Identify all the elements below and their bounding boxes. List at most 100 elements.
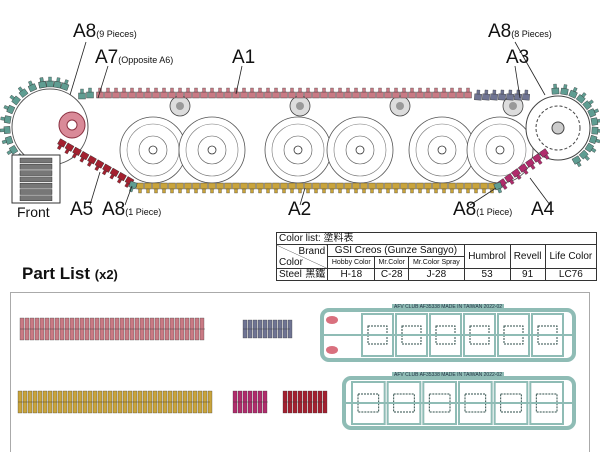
track-link-guide bbox=[523, 169, 529, 175]
track-link-body bbox=[46, 80, 54, 88]
a1-track-link bbox=[176, 87, 184, 99]
track-link-body bbox=[474, 93, 482, 101]
a8-track-link bbox=[86, 87, 94, 99]
leader-line bbox=[89, 171, 101, 206]
track-link-guide bbox=[306, 87, 310, 93]
track-link-body bbox=[240, 91, 248, 99]
road-wheel-hub bbox=[197, 135, 227, 165]
a2-track-link bbox=[240, 182, 248, 194]
track-link-body bbox=[352, 182, 360, 190]
track-link-guide bbox=[306, 188, 310, 194]
revell-cell: 91 bbox=[509, 268, 546, 281]
track-link-guide bbox=[553, 83, 557, 89]
road-wheel-hub bbox=[345, 135, 375, 165]
a2-track-link bbox=[200, 182, 208, 194]
track-link-guide bbox=[497, 188, 502, 194]
track-link-body bbox=[456, 182, 464, 190]
track-link-guide bbox=[226, 87, 230, 93]
a1-track-link bbox=[392, 87, 400, 99]
color-name-cell: Steel 黑鐵 bbox=[275, 268, 329, 281]
track-link-guide bbox=[218, 188, 222, 194]
track-link-guide bbox=[314, 188, 318, 194]
a1-track-link bbox=[464, 87, 472, 99]
track-link-body bbox=[312, 182, 320, 190]
track-link-body bbox=[280, 182, 288, 190]
track-link-body bbox=[248, 91, 256, 99]
a1-track-link bbox=[272, 87, 280, 99]
a1-track-link bbox=[408, 87, 416, 99]
track-link-body bbox=[192, 91, 200, 99]
track-link-body bbox=[432, 91, 440, 99]
front-view-link bbox=[19, 195, 53, 202]
road-wheel bbox=[264, 116, 332, 184]
road-wheel-center bbox=[207, 145, 217, 155]
leader-lines bbox=[69, 41, 551, 206]
life-color-header: Life Color bbox=[544, 244, 598, 269]
leader-line bbox=[97, 65, 109, 99]
track-link-guide bbox=[576, 161, 582, 168]
a2-track-link bbox=[424, 182, 432, 194]
a1-track-link bbox=[152, 87, 160, 99]
a2-track-link bbox=[320, 182, 328, 194]
track-link-guide bbox=[418, 188, 422, 194]
a8-track-link bbox=[0, 115, 12, 124]
part-a4-track-strip bbox=[232, 390, 268, 414]
track-link-guide bbox=[426, 87, 430, 93]
track-links bbox=[0, 76, 600, 194]
a4-track-link bbox=[511, 168, 522, 180]
track-link-guide bbox=[282, 188, 286, 194]
a8-track-link bbox=[582, 99, 594, 111]
track-link-guide bbox=[524, 89, 529, 95]
road-wheel bbox=[178, 116, 246, 184]
a2-track-link bbox=[168, 182, 176, 194]
track-link-guide bbox=[442, 87, 446, 93]
track-link-guide bbox=[434, 188, 438, 194]
track-link-guide bbox=[516, 174, 522, 180]
leader-line bbox=[514, 65, 521, 99]
track-link-guide bbox=[274, 188, 278, 194]
leader-line bbox=[469, 187, 497, 206]
humbrol-cell: 53 bbox=[463, 268, 511, 281]
a1-track-link bbox=[248, 87, 256, 99]
track-link-guide bbox=[442, 188, 446, 194]
a2-track-link bbox=[296, 182, 304, 194]
a7-part bbox=[326, 316, 338, 324]
track-link-body bbox=[264, 182, 272, 190]
label-a8-top-left: A8(9 Pieces) bbox=[73, 21, 137, 42]
a3-track-link bbox=[514, 89, 522, 101]
label-a2: A2 bbox=[288, 199, 312, 220]
mr-color-spray-header: Mr.Color Spray bbox=[408, 256, 465, 269]
a2-track-link bbox=[192, 182, 200, 194]
front-view-link bbox=[19, 157, 53, 164]
track-link-body bbox=[256, 182, 264, 190]
track-link-body bbox=[160, 91, 168, 99]
track-link-guide bbox=[86, 161, 93, 167]
leader-line bbox=[299, 187, 306, 206]
a2-track-link bbox=[280, 182, 288, 194]
a1-track-link bbox=[160, 87, 168, 99]
a1-track-link bbox=[208, 87, 216, 99]
a2-track-link bbox=[456, 182, 464, 194]
a8-track-link bbox=[568, 86, 578, 99]
track-link-body bbox=[304, 91, 312, 99]
a1-track-link bbox=[192, 87, 200, 99]
a2-track-link bbox=[392, 182, 400, 194]
part-a3-track-strip bbox=[242, 319, 293, 339]
track-link-guide bbox=[330, 188, 334, 194]
track-link-guide bbox=[402, 188, 406, 194]
a1-track-link bbox=[216, 87, 224, 99]
track-link-body bbox=[224, 91, 232, 99]
track-link-guide bbox=[88, 87, 92, 93]
track-link-body bbox=[200, 182, 208, 190]
track-link-body bbox=[264, 91, 272, 99]
idler-teeth bbox=[535, 105, 581, 151]
a1-track-link bbox=[280, 87, 288, 99]
track-link-body bbox=[384, 91, 392, 99]
label-a3: A3 bbox=[506, 47, 530, 68]
track-link-guide bbox=[402, 87, 406, 93]
front-view-link bbox=[19, 176, 53, 183]
track-link-body bbox=[368, 91, 376, 99]
a2-track-link bbox=[464, 182, 472, 194]
humbrol-header: Humbrol bbox=[463, 244, 511, 269]
